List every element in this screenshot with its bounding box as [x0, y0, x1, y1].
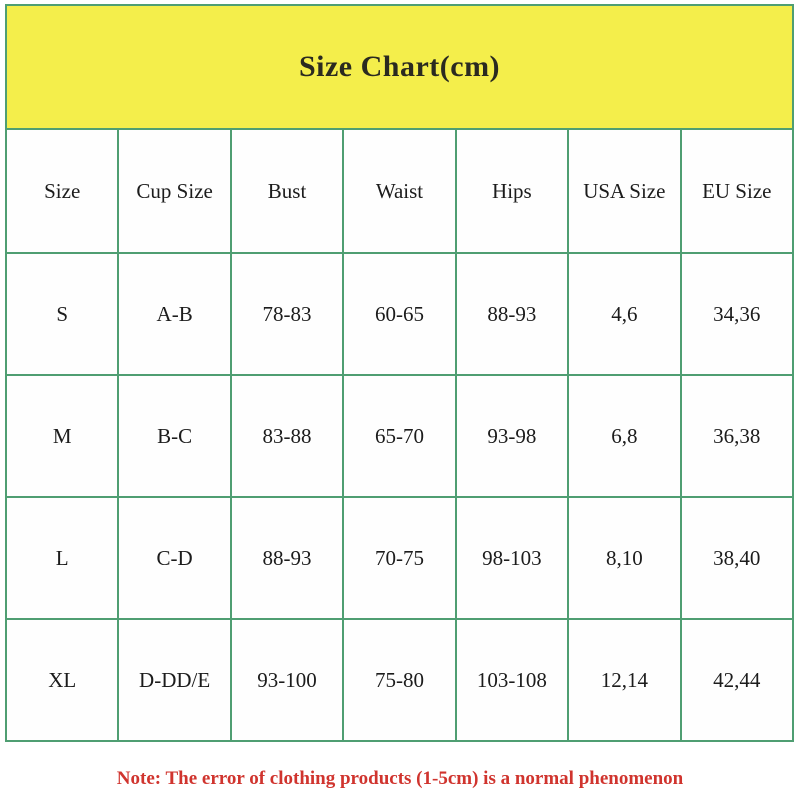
header-row: Size Cup Size Bust Waist Hips USA Size E… — [4, 128, 795, 254]
table-cell: 12,14 — [567, 618, 682, 742]
table-cell: C-D — [117, 496, 232, 620]
column-header-size: Size — [4, 128, 120, 254]
table-cell: 93-98 — [454, 374, 570, 498]
table-row-m: M B-C 83-88 65-70 93-98 6,8 36,38 — [4, 374, 795, 498]
column-header-cup-size: Cup Size — [117, 128, 232, 254]
table-cell: 75-80 — [342, 618, 457, 742]
table-cell: 93-100 — [229, 618, 345, 742]
table-cell: 98-103 — [454, 496, 570, 620]
table-row-xl: XL D-DD/E 93-100 75-80 103-108 12,14 42,… — [4, 618, 795, 742]
table-cell: 83-88 — [229, 374, 345, 498]
column-header-usa-size: USA Size — [567, 128, 682, 254]
column-header-hips: Hips — [454, 128, 570, 254]
column-header-waist: Waist — [342, 128, 457, 254]
row-label-s: S — [4, 252, 120, 376]
table-cell: B-C — [117, 374, 232, 498]
size-chart-table: Size Chart(cm) Size Cup Size Bust Waist … — [4, 4, 795, 742]
table-cell: 38,40 — [679, 496, 795, 620]
row-label-l: L — [4, 496, 120, 620]
table-cell: 34,36 — [679, 252, 795, 376]
table-cell: 60-65 — [342, 252, 457, 376]
banner-row: Size Chart(cm) — [5, 4, 794, 130]
table-row-s: S A-B 78-83 60-65 88-93 4,6 34,36 — [4, 252, 795, 376]
table-row-l: L C-D 88-93 70-75 98-103 8,10 38,40 — [4, 496, 795, 620]
row-label-m: M — [4, 374, 120, 498]
table-cell: D-DD/E — [117, 618, 232, 742]
table-cell: 88-93 — [454, 252, 570, 376]
column-header-eu-size: EU Size — [679, 128, 795, 254]
table-cell: 6,8 — [567, 374, 682, 498]
table-cell: 70-75 — [342, 496, 457, 620]
table-cell: 4,6 — [567, 252, 682, 376]
table-cell: 42,44 — [679, 618, 795, 742]
table-cell: 103-108 — [454, 618, 570, 742]
table-cell: 65-70 — [342, 374, 457, 498]
table-cell: 78-83 — [229, 252, 345, 376]
row-label-xl: XL — [4, 618, 120, 742]
table-cell: A-B — [117, 252, 232, 376]
table-cell: 88-93 — [229, 496, 345, 620]
note-text: Note: The error of clothing products (1-… — [116, 768, 684, 789]
table-cell: 36,38 — [679, 374, 795, 498]
column-header-bust: Bust — [229, 128, 345, 254]
page-title: Size Chart(cm) — [298, 50, 501, 83]
table-cell: 8,10 — [567, 496, 682, 620]
title-banner: Size Chart(cm) — [5, 4, 794, 130]
